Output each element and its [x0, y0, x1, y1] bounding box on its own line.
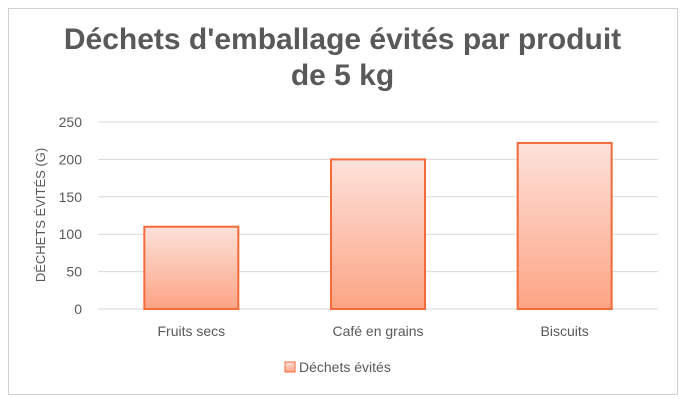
bar: [143, 225, 240, 310]
y-tick-label: 100: [59, 226, 83, 242]
y-tick-label: 50: [66, 264, 82, 280]
x-tick-label: Fruits secs: [157, 323, 225, 339]
x-tick-label: Café en grains: [332, 323, 423, 339]
y-tick-label: 250: [59, 114, 83, 130]
y-tick-label: 200: [59, 151, 83, 167]
y-axis-label: DÉCHETS ÉVITÉS (G): [33, 148, 48, 282]
title-line-2: de 5 kg: [290, 59, 395, 92]
x-tick-label: Biscuits: [541, 323, 589, 339]
chart-title: Déchets d'emballage évités par produit d…: [0, 22, 685, 94]
y-tick-label: 0: [74, 301, 82, 317]
bar: [516, 141, 613, 310]
bar: [330, 158, 426, 310]
y-tick-label: 150: [59, 189, 83, 205]
title-line-1: Déchets d'emballage évités par produit: [63, 23, 622, 56]
legend-label: Déchets évités: [299, 359, 391, 375]
legend-swatch: [284, 361, 296, 373]
